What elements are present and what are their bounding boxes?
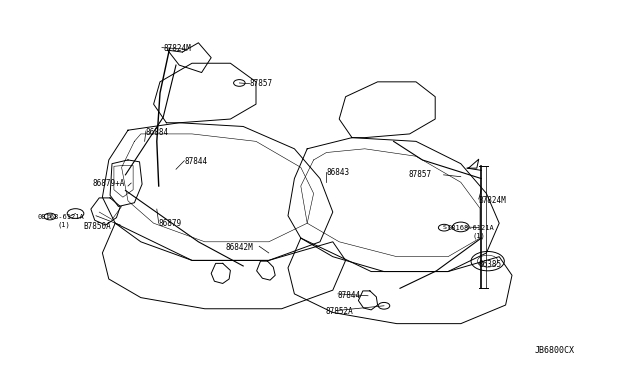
Text: 86843: 86843 [326, 169, 349, 177]
Text: 08168-6121A: 08168-6121A [448, 225, 495, 231]
Text: (1): (1) [58, 222, 70, 228]
Text: B7824M: B7824M [479, 196, 506, 205]
Text: 86385: 86385 [479, 260, 502, 269]
Text: 08168-6121A: 08168-6121A [37, 214, 84, 219]
Text: 87824M: 87824M [163, 44, 191, 53]
Text: (1): (1) [472, 233, 485, 240]
Text: 87857: 87857 [408, 170, 431, 179]
Text: 87852A: 87852A [325, 307, 353, 316]
Text: S: S [442, 225, 446, 230]
Text: B7850A: B7850A [83, 222, 111, 231]
Text: 86879: 86879 [159, 219, 182, 228]
Text: 87844: 87844 [338, 291, 361, 300]
Text: 86884: 86884 [146, 128, 169, 137]
Text: 87857: 87857 [250, 79, 273, 88]
Text: 87844: 87844 [184, 157, 207, 166]
Text: 86879+A: 86879+A [93, 179, 125, 187]
Text: 86842M: 86842M [225, 243, 253, 252]
Text: JB6800CX: JB6800CX [534, 346, 575, 355]
Text: S: S [48, 214, 52, 219]
